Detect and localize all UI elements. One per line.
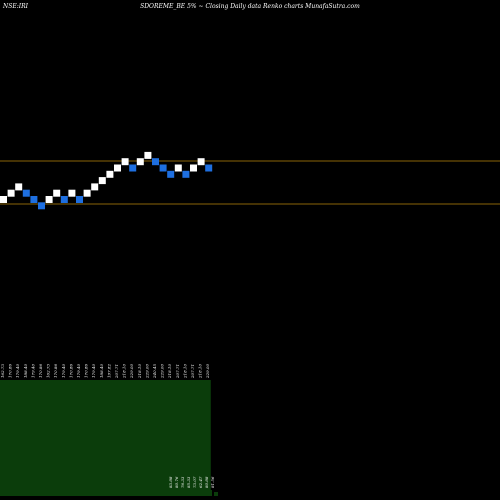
price-label: 229.00 (144, 364, 149, 379)
price-label: 229.00 (160, 364, 165, 379)
volume-bar (190, 493, 194, 496)
up-brick (98, 177, 106, 185)
price-label: 218.10 (137, 364, 142, 379)
price-label: 188.40 (23, 364, 28, 378)
up-brick (106, 170, 114, 178)
volume-label: 81.56 (210, 476, 215, 488)
price-label: 229.00 (205, 364, 210, 379)
up-brick (45, 196, 53, 203)
price-label: 179.40 (15, 364, 20, 378)
volume-label: 80.88 (204, 476, 209, 488)
volume-bar (172, 490, 176, 496)
volume-area (0, 380, 211, 496)
volume-bar (184, 491, 188, 496)
price-label: 162.73 (46, 364, 51, 378)
price-label: 170.86 (53, 364, 58, 378)
chart-title: SDOREME_BE 5% ~ Closing Daily data Renko… (140, 3, 360, 10)
up-brick (53, 189, 61, 197)
price-label: 170.86 (8, 364, 13, 378)
down-brick (129, 164, 137, 172)
up-brick (114, 164, 121, 172)
price-label: 170.86 (38, 364, 43, 378)
down-brick (30, 196, 38, 203)
price-label: 218.10 (167, 364, 172, 379)
down-brick (167, 170, 175, 178)
down-brick (152, 158, 159, 166)
price-label: 218.10 (198, 364, 203, 379)
price-label: 218.10 (182, 364, 187, 379)
volume-label: 73.07 (192, 476, 197, 488)
price-label: 170.86 (68, 364, 73, 378)
price-label: 218.10 (122, 364, 127, 379)
down-brick (205, 164, 213, 172)
price-label: 179.40 (61, 364, 66, 378)
up-brick (68, 189, 76, 197)
up-brick (91, 183, 99, 191)
volume-bar (202, 493, 206, 496)
price-labels: 162.73 170.86 179.40 188.40 179.40 170.86 162.… (0, 364, 215, 488)
price-label: 188.40 (99, 364, 104, 378)
down-brick (159, 164, 167, 172)
up-brick (190, 164, 197, 172)
volume-bar (196, 492, 200, 496)
up-brick (15, 183, 23, 191)
price-label: 229.00 (129, 364, 134, 379)
renko-bricks (0, 151, 213, 210)
volume-label: 83.88 (168, 476, 173, 488)
price-label: 207.71 (114, 364, 119, 379)
level-lines (0, 160, 500, 205)
price-label: 179.40 (91, 364, 96, 378)
up-brick (0, 196, 7, 203)
up-brick (7, 189, 15, 197)
price-label: 197.82 (106, 364, 111, 378)
up-brick (144, 151, 152, 159)
price-label: 170.86 (84, 364, 89, 378)
price-label: 207.71 (175, 364, 180, 379)
price-label: 240.45 (152, 364, 157, 379)
down-brick (38, 202, 45, 210)
volume-label: 80.76 (174, 476, 179, 488)
volume-bar (208, 490, 212, 496)
symbol-label: NSE:IRI (2, 3, 29, 10)
up-brick (121, 158, 129, 166)
volume-bar (178, 492, 182, 496)
up-brick (83, 189, 91, 197)
up-brick (197, 158, 205, 166)
price-label: 207.71 (190, 364, 195, 379)
down-brick (60, 196, 68, 203)
down-brick (182, 170, 190, 178)
volume-label: 76.33 (180, 476, 185, 488)
volume-label: 85.33 (186, 476, 191, 488)
down-brick (22, 189, 30, 197)
price-label: 179.40 (30, 364, 35, 378)
up-brick (136, 158, 144, 166)
price-label: 162.73 (0, 364, 5, 378)
up-brick (174, 164, 182, 172)
price-label: 179.40 (76, 364, 81, 378)
volume-panel (0, 380, 218, 496)
volume-bar (214, 492, 218, 496)
volume-label: 62.47 (198, 476, 203, 488)
down-brick (76, 196, 83, 203)
